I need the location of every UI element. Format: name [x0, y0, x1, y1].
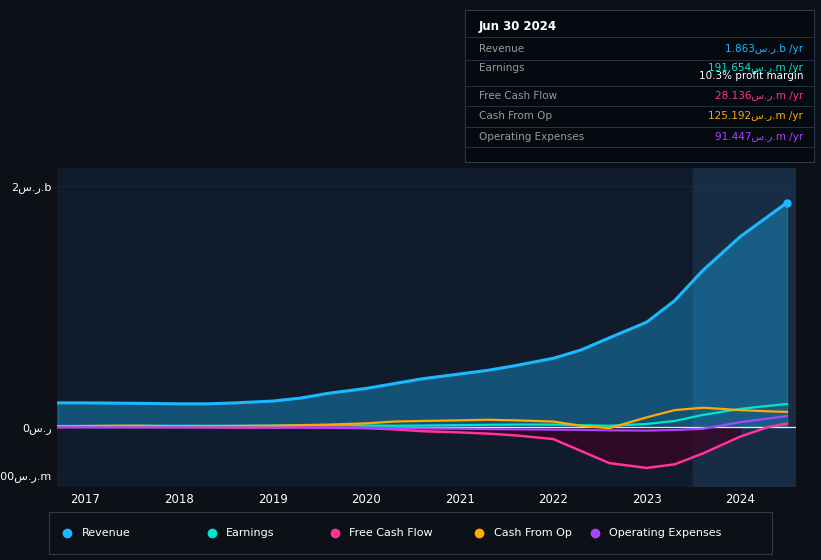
Text: Revenue: Revenue	[479, 44, 524, 54]
Text: 1.863س.ر.b /yr: 1.863س.ر.b /yr	[725, 44, 803, 54]
Text: Free Cash Flow: Free Cash Flow	[349, 529, 433, 538]
Text: 191.654س.ر.m /yr: 191.654س.ر.m /yr	[709, 63, 803, 73]
Text: Jun 30 2024: Jun 30 2024	[479, 20, 557, 33]
Text: Earnings: Earnings	[227, 529, 275, 538]
Text: 91.447س.ر.m /yr: 91.447س.ر.m /yr	[715, 132, 803, 142]
Text: Earnings: Earnings	[479, 63, 524, 73]
Text: Operating Expenses: Operating Expenses	[609, 529, 722, 538]
Text: Revenue: Revenue	[82, 529, 131, 538]
Text: 10.3% profit margin: 10.3% profit margin	[699, 71, 803, 81]
Bar	[694, 168, 796, 487]
Text: Free Cash Flow: Free Cash Flow	[479, 91, 557, 101]
Text: Cash From Op: Cash From Op	[479, 111, 552, 121]
Text: Cash From Op: Cash From Op	[493, 529, 571, 538]
Text: Operating Expenses: Operating Expenses	[479, 132, 584, 142]
Text: 125.192س.ر.m /yr: 125.192س.ر.m /yr	[709, 111, 803, 121]
Text: 28.136س.ر.m /yr: 28.136س.ر.m /yr	[715, 91, 803, 101]
